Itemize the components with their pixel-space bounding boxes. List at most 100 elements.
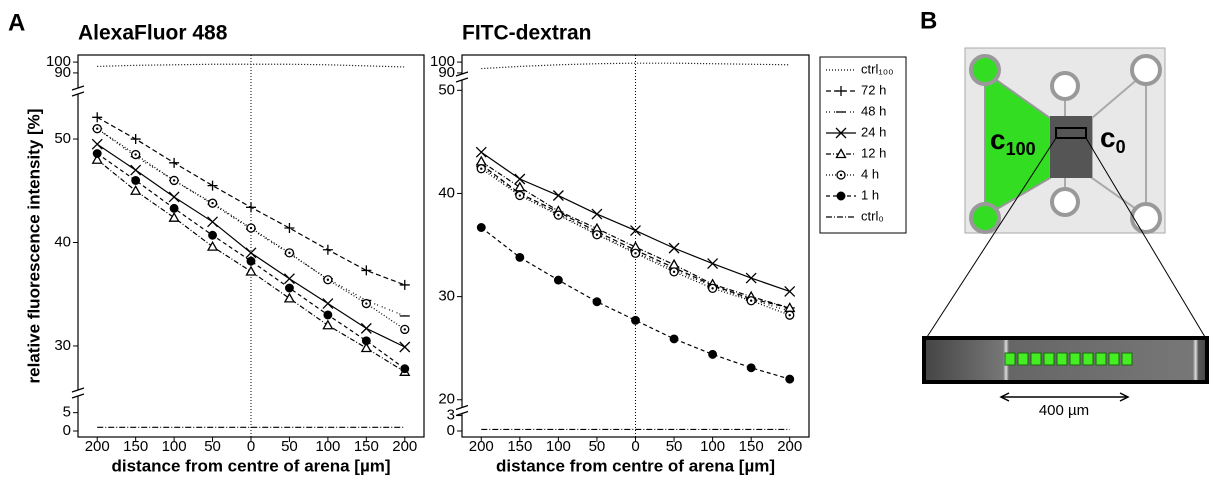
- marker: [206, 240, 219, 251]
- marker: [399, 279, 410, 290]
- x-tick-label: 200: [777, 438, 802, 455]
- marker: [746, 363, 756, 373]
- y-tick-label: 40: [438, 184, 455, 201]
- data-point: [476, 164, 486, 174]
- marker: [322, 244, 333, 255]
- y-tick-label: 20: [438, 391, 455, 408]
- data-point: [746, 363, 756, 373]
- data-point: [207, 180, 218, 191]
- port: [969, 202, 1001, 234]
- data-point: [515, 252, 525, 262]
- data-point: [245, 265, 257, 276]
- data-point: [246, 256, 256, 266]
- marker: [246, 202, 256, 213]
- y-tick-label: 5: [63, 404, 71, 421]
- marker: [835, 127, 847, 139]
- marker: [169, 203, 179, 213]
- data-point: [92, 112, 103, 123]
- marker: [246, 256, 256, 266]
- marker-center: [749, 299, 753, 302]
- x-tick-label: 200: [85, 438, 110, 455]
- series-line: [480, 227, 790, 380]
- port: [1050, 71, 1080, 101]
- y-tick-label: 90: [438, 64, 455, 81]
- legend-marker: [835, 127, 847, 139]
- data-point: [92, 124, 102, 134]
- marker: [91, 138, 103, 150]
- series-line: [97, 63, 405, 68]
- series: [481, 62, 790, 70]
- data-point: [746, 296, 756, 306]
- data-point: [591, 208, 603, 220]
- data-point: [785, 310, 795, 320]
- arrow-head: [999, 392, 1010, 402]
- marker: [130, 164, 142, 176]
- data-point: [208, 230, 218, 240]
- marker: [207, 216, 219, 228]
- marker: [245, 247, 257, 259]
- marker: [208, 230, 218, 240]
- marker-center: [595, 233, 599, 236]
- data-point: [284, 248, 295, 258]
- marker: [668, 258, 680, 269]
- series: [92, 149, 410, 374]
- legend-label: 4 h: [861, 166, 879, 181]
- marker-center: [480, 167, 483, 170]
- data-point: [630, 225, 641, 237]
- marker: [283, 292, 296, 303]
- data-point: [91, 153, 103, 164]
- chamber-label: c100: [990, 124, 1036, 158]
- data-point: [361, 298, 371, 309]
- x-tick-label: 200: [469, 438, 494, 455]
- marker: [284, 283, 294, 293]
- marker-center: [96, 127, 99, 130]
- series-line: [480, 151, 790, 293]
- marker-center: [249, 226, 253, 230]
- data-point: [284, 223, 295, 234]
- marker: [552, 190, 564, 201]
- data-point: [475, 155, 487, 166]
- marker: [592, 297, 602, 307]
- marker: [669, 334, 679, 344]
- data-point: [361, 336, 371, 346]
- data-point: [784, 285, 796, 297]
- series: [91, 138, 411, 353]
- data-point: [399, 341, 411, 353]
- axis-break: [72, 88, 84, 94]
- marker-center: [711, 287, 714, 290]
- x-tick-label: 100: [546, 438, 571, 455]
- y-axis-label: relative fluorescence intensity [%]: [24, 109, 43, 384]
- arrow-head: [1119, 392, 1130, 402]
- marker: [836, 86, 846, 96]
- x-tick-label: 0: [631, 438, 639, 455]
- legend-label: 12 h: [861, 145, 886, 160]
- marker-center: [403, 328, 406, 331]
- legend-marker: [836, 170, 846, 180]
- data-point: [475, 146, 487, 158]
- axis-break: [72, 390, 84, 396]
- data-point: [91, 138, 103, 150]
- marker-center: [788, 313, 791, 317]
- marker: [400, 364, 410, 374]
- marker: [284, 223, 295, 234]
- marker: [475, 155, 487, 166]
- y-tick-label: 90: [54, 64, 71, 81]
- legend-marker: [836, 191, 846, 201]
- marker: [707, 258, 719, 270]
- marker-center: [134, 153, 137, 156]
- data-point: [514, 181, 526, 192]
- marker: [245, 265, 257, 276]
- data-point: [283, 292, 296, 303]
- series: [92, 112, 410, 290]
- data-point: [400, 364, 410, 374]
- series: [92, 124, 410, 335]
- marker-center: [557, 213, 560, 217]
- series-line: [480, 160, 790, 309]
- y-tick-label: 30: [438, 288, 455, 305]
- arena: [1050, 116, 1092, 178]
- axis-break: [456, 407, 468, 414]
- x-tick-label: 50: [281, 438, 298, 455]
- y-tick-label: 0: [63, 422, 71, 439]
- y-tick-label: 100: [430, 53, 455, 70]
- marker: [668, 242, 680, 254]
